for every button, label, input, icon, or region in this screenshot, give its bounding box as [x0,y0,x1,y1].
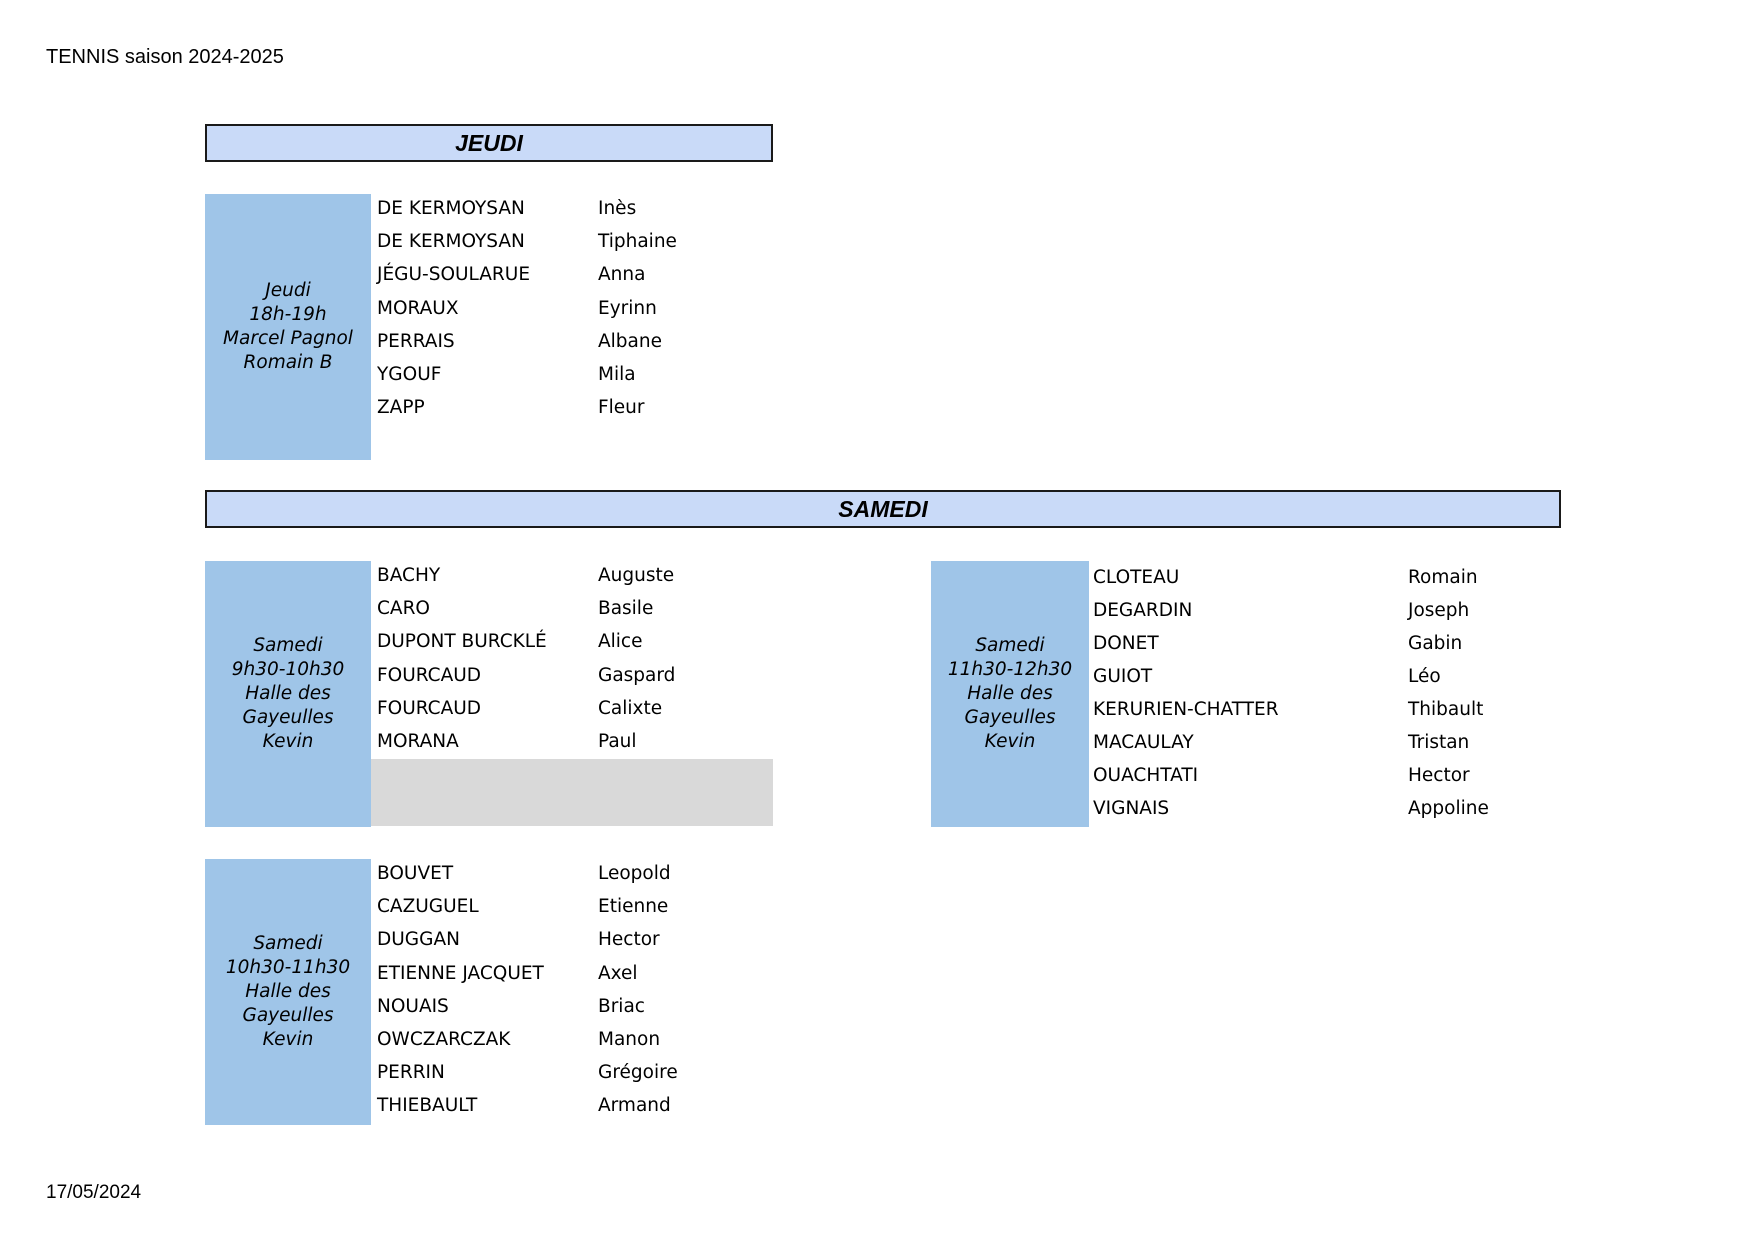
player-first-name: Paul [598,731,637,752]
player-first-name: Anna [598,264,646,286]
player-last-name: FOURCAUD [377,664,482,686]
player-first-name: Basile [598,598,654,620]
player-first-name: Briac [598,995,645,1017]
player-first-name: Alice [598,631,643,653]
player-first-name: Tiphaine [598,231,677,253]
session-venue: Marcel Pagnol [223,328,353,349]
player-last-name: MACAULAY [1093,732,1194,753]
session-venue: Gayeulles [964,707,1056,728]
session-coach: Kevin [984,731,1036,752]
player-first-name: Axel [598,962,638,984]
player-last-name: OUACHTATI [1093,765,1199,786]
player-last-name: DE KERMOYSAN [377,198,525,219]
session-venue: Gayeulles [242,707,334,728]
player-last-name: DUPONT BURCKLÉ [377,631,547,653]
player-first-name: Tristan [1408,732,1470,753]
player-first-name: Calixte [598,697,663,719]
player-first-name: Joseph [1408,600,1470,621]
session-day: Samedi [975,635,1045,656]
session-time: 10h30-11h30 [225,957,351,978]
session-coach: Kevin [262,1029,314,1050]
player-last-name: CLOTEAU [1093,567,1180,588]
player-last-name: PERRIN [377,1062,445,1084]
player-first-name: Hector [598,929,660,951]
player-last-name: DE KERMOYSAN [377,231,525,253]
day-header-jeudi: JEUDI [205,124,773,162]
session-coach: Romain B [243,352,333,373]
player-last-name: MORANA [377,731,459,752]
session-venue: Gayeulles [242,1005,334,1026]
session-time: 9h30-10h30 [231,659,345,680]
player-first-name: Manon [598,1029,661,1050]
player-last-name: FOURCAUD [377,697,482,719]
session-time: 18h-19h [249,304,327,325]
player-last-name: NOUAIS [377,995,449,1017]
session-label-samedi-11h30: Samedi 11h30-12h30 Halle des Gayeulles K… [931,561,1089,827]
player-last-name: CARO [377,598,430,620]
player-first-name: Gabin [1408,633,1463,654]
player-last-name: YGOUF [377,364,442,385]
session-coach: Kevin [262,731,314,752]
player-first-name: Eyrinn [598,297,657,319]
session-label-samedi-10h30: Samedi 10h30-11h30 Halle des Gayeulles K… [205,859,371,1125]
player-last-name: ZAPP [377,397,425,419]
page-title: TENNIS saison 2024-2025 [46,46,284,68]
empty-slot-block [371,759,773,826]
player-last-name: THIEBAULT [377,1095,478,1117]
player-first-name: Fleur [598,397,645,419]
player-last-name: DUGGAN [377,929,460,951]
player-first-name: Auguste [598,565,675,586]
print-date: 17/05/2024 [46,1182,142,1203]
player-last-name: GUIOT [1093,666,1153,687]
player-first-name: Armand [598,1095,671,1117]
player-last-name: ETIENNE JACQUET [377,962,544,984]
session-time: 11h30-12h30 [947,659,1073,680]
player-last-name: DEGARDIN [1093,600,1193,621]
player-first-name: Thibault [1408,699,1484,720]
player-last-name: VIGNAIS [1093,798,1170,819]
player-last-name: DONET [1093,633,1159,654]
player-first-name: Appoline [1408,798,1489,819]
session-venue: Halle des [245,683,331,704]
session-day: Jeudi [265,280,311,301]
player-first-name: Albane [598,330,662,352]
player-last-name: BOUVET [377,863,454,884]
session-label-jeudi: Jeudi 18h-19h Marcel Pagnol Romain B [205,194,371,460]
player-first-name: Mila [598,364,636,385]
session-venue: Halle des [245,981,331,1002]
session-day: Samedi [253,635,323,656]
player-last-name: MORAUX [377,297,459,319]
player-last-name: OWCZARCZAK [377,1029,511,1050]
player-last-name: CAZUGUEL [377,896,479,918]
player-first-name: Leopold [598,863,671,884]
session-day: Samedi [253,933,323,954]
player-last-name: PERRAIS [377,330,455,352]
player-last-name: BACHY [377,565,441,586]
session-label-samedi-9h30: Samedi 9h30-10h30 Halle des Gayeulles Ke… [205,561,371,827]
player-first-name: Hector [1408,765,1470,786]
player-first-name: Inès [598,198,637,219]
player-first-name: Grégoire [598,1062,678,1084]
player-last-name: JÉGU-SOULARUE [377,264,531,286]
player-first-name: Romain [1408,567,1478,588]
day-header-samedi: SAMEDI [205,490,1561,528]
player-last-name: KERURIEN-CHATTER [1093,699,1279,720]
player-first-name: Gaspard [598,664,676,686]
player-first-name: Etienne [598,896,669,918]
player-first-name: Léo [1408,666,1441,687]
session-venue: Halle des [967,683,1053,704]
